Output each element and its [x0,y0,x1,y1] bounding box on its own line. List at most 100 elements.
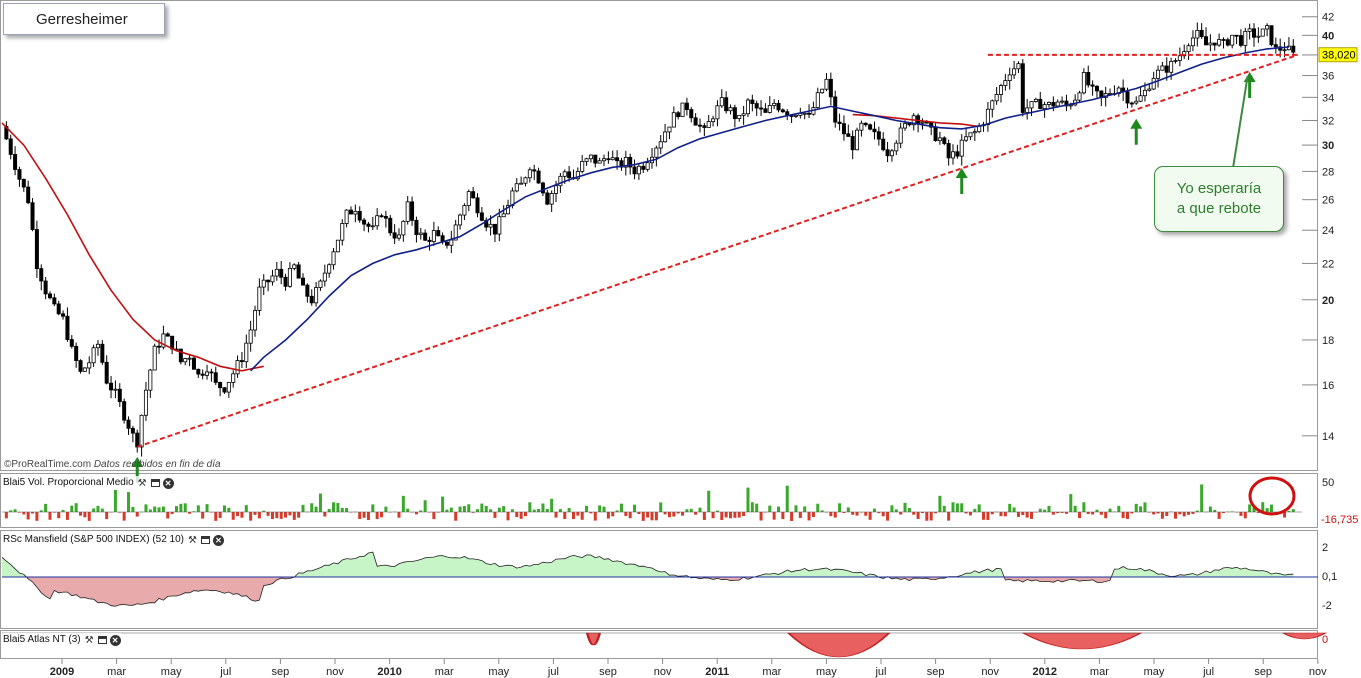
candle [492,223,497,243]
volume-bar [406,508,410,512]
volume-bar [585,505,589,512]
candle [802,112,807,120]
volume-bar [83,512,87,518]
close-icon[interactable]: ✕ [109,634,121,646]
candle-body [863,122,868,126]
candle-body [881,138,886,151]
candle-body [379,215,384,218]
candle [641,162,646,174]
x-tick-label: may [1144,666,1165,678]
candle [815,87,820,110]
panel-label-mansfield[interactable]: RSc Mansfield (S&P 500 INDEX) (52 10) ⚒ … [3,533,225,547]
volume-bar [148,509,152,512]
candle-body [257,286,262,311]
candle [357,206,362,223]
candle [1286,37,1291,51]
mansfield-panel-frame [0,530,1318,629]
close-icon[interactable]: ✕ [213,534,225,546]
candle-body [584,158,589,162]
candle-body [807,112,812,115]
volume-bar [493,512,497,518]
volume-bar [864,512,868,516]
candle [545,189,550,206]
panel-label-atlas[interactable]: Blai5 Atlas NT (3) ⚒ ✕ [3,633,121,647]
last-price-badge [1318,47,1358,63]
volume-bar [654,512,658,521]
candle [977,122,982,134]
candle-body [985,108,990,126]
candle [1051,96,1056,112]
candle [327,263,332,278]
candle-body [61,313,66,317]
candle [287,262,292,288]
volume-bar [414,512,418,515]
x-tick-label: sep [599,666,617,678]
volume-bar [545,509,549,512]
x-tick-label: jul [219,666,231,678]
candle-body [235,360,240,375]
candle-body [196,368,201,375]
candle [314,281,319,307]
volume-bar [1143,502,1147,512]
volume-bar [1178,512,1182,515]
candle-body [200,373,205,376]
window-icon[interactable] [150,479,160,487]
volume-bar [249,512,253,521]
volume-bar [750,502,754,512]
candle [654,145,659,167]
volume-bar [1012,507,1016,512]
wrench-icon[interactable]: ⚒ [84,634,94,646]
candle [1225,37,1230,47]
candle-body [554,185,559,194]
candle-body [100,343,105,363]
volume-bar [707,490,711,512]
candle-body [588,154,593,160]
window-icon[interactable] [97,636,107,644]
panel-title-mansfield: RSc Mansfield (S&P 500 INDEX) (52 10) [3,534,185,545]
wrench-icon[interactable]: ⚒ [137,477,147,489]
volume-bar [52,512,56,513]
candle [824,73,829,92]
candle-body [1033,98,1038,102]
candle-body [488,223,493,228]
wrench-icon[interactable]: ⚒ [188,534,197,546]
candle-body [667,126,672,133]
volume-bar [166,512,170,519]
candle [1012,61,1017,79]
candle-body [266,279,271,283]
volume-bar [332,502,336,512]
candle [458,213,463,230]
candle [1204,27,1209,46]
window-icon[interactable] [201,536,211,544]
candle-body [1151,77,1156,90]
candle [466,189,471,212]
volume-bar [222,505,226,512]
candle [253,305,258,337]
candle-body [104,361,109,384]
arrow-head [131,456,144,467]
volume-bar [929,512,933,521]
volume-bar [968,512,972,516]
volume-bar [432,512,436,520]
volume-bar [35,512,39,521]
candle [1238,29,1243,48]
close-icon[interactable]: ✕ [162,477,174,489]
candle [855,127,860,151]
volume-bar [916,512,920,519]
candle [322,264,327,287]
candle [1129,101,1134,108]
volume-bar [22,512,26,515]
candle [396,228,401,241]
credit-text: ©ProRealTime.com Datos recibidos en fin … [4,459,221,470]
candle-body [279,268,284,278]
candle [453,219,458,241]
candle-body [593,154,598,164]
candle [1134,96,1139,105]
x-tick-label: 2009 [50,666,74,678]
candle [56,300,61,316]
candle-body [567,171,572,179]
volume-bar [890,505,894,512]
panel-label-volume[interactable]: Blai5 Vol. Proporcional Medio ⚒ ✕ [3,476,174,490]
y-tick-label: 24 [1322,225,1334,237]
candle [833,90,838,128]
